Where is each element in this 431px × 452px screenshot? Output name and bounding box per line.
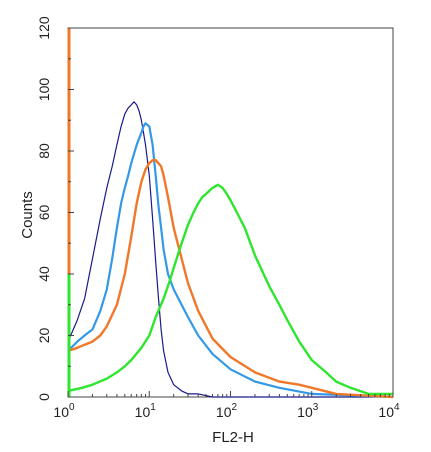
y-tick-label: 0 [36, 393, 52, 401]
y-tick-label: 40 [36, 266, 52, 282]
y-tick-label: 80 [36, 143, 52, 159]
y-tick-label: 20 [36, 328, 52, 344]
y-tick-label: 60 [36, 205, 52, 221]
y-axis-title: Counts [19, 191, 36, 239]
x-tick-label: 101 [135, 402, 157, 420]
x-tick-label: 103 [297, 402, 319, 420]
series-line-1 [67, 101, 393, 398]
y-axis: 0 20 40 60 80 100 120 [36, 16, 74, 401]
x-tick-label: 102 [216, 402, 238, 420]
series-line-3 [67, 158, 394, 399]
x-axis-title: FL2-H [212, 429, 254, 446]
plot-area: 100 101 102 103 104 0 20 40 60 80 100 120 [36, 16, 400, 420]
series-line-4 [67, 183, 393, 396]
plot-frame [67, 27, 394, 398]
x-tick-label: 104 [378, 402, 400, 420]
y-tick-label: 120 [36, 16, 52, 40]
series-layer [67, 28, 394, 399]
x-axis: 100 101 102 103 104 [53, 391, 400, 420]
series-line-2 [67, 122, 394, 399]
y-tick-label: 100 [36, 78, 52, 102]
x-tick-label: 100 [53, 402, 75, 420]
